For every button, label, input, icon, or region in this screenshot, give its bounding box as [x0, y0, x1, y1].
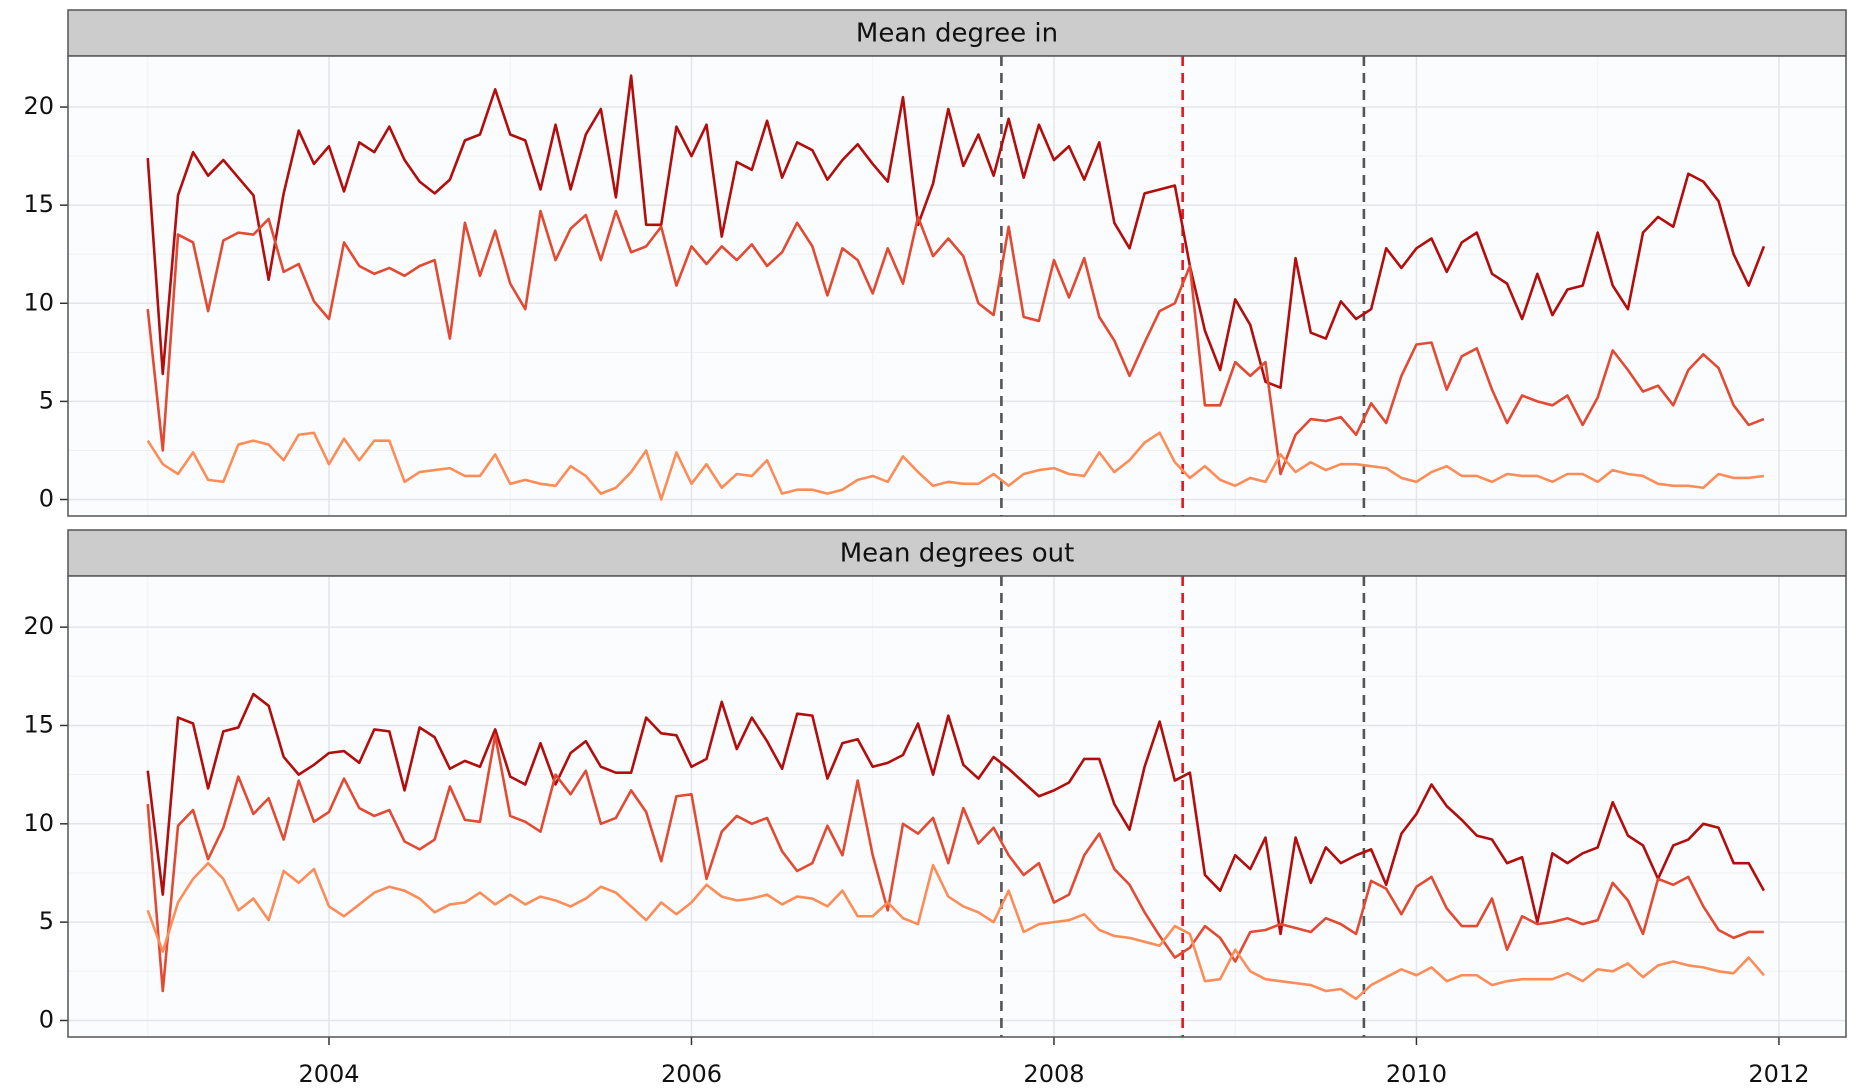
y-tick-label: 20: [23, 612, 54, 640]
x-tick-label: 2006: [661, 1060, 722, 1088]
page: Mean degree in 0 5 10 15 20 Mean degrees out 20…: [0, 0, 1852, 1089]
chart: Mean degree in 0 5 10 15 20 Mean degrees out 20…: [0, 0, 1852, 1089]
panel-background: [68, 576, 1846, 1037]
facet-title: Mean degree in: [856, 19, 1058, 49]
y-tick-label: 0: [39, 1005, 54, 1033]
facet-title: Mean degrees out: [840, 539, 1075, 569]
y-tick-label: 10: [23, 288, 54, 316]
y-tick-label: 10: [23, 809, 54, 837]
y-tick-label: 5: [39, 907, 54, 935]
x-tick-label: 2004: [298, 1060, 359, 1088]
y-tick-label: 20: [23, 92, 54, 120]
x-tick-label: 2010: [1386, 1060, 1447, 1088]
x-tick-label: 2012: [1748, 1060, 1809, 1088]
y-tick-label: 5: [39, 386, 54, 414]
y-tick-label: 15: [23, 710, 54, 738]
y-tick-label: 0: [39, 485, 54, 513]
y-tick-label: 15: [23, 190, 54, 218]
x-tick-label: 2008: [1023, 1060, 1084, 1088]
